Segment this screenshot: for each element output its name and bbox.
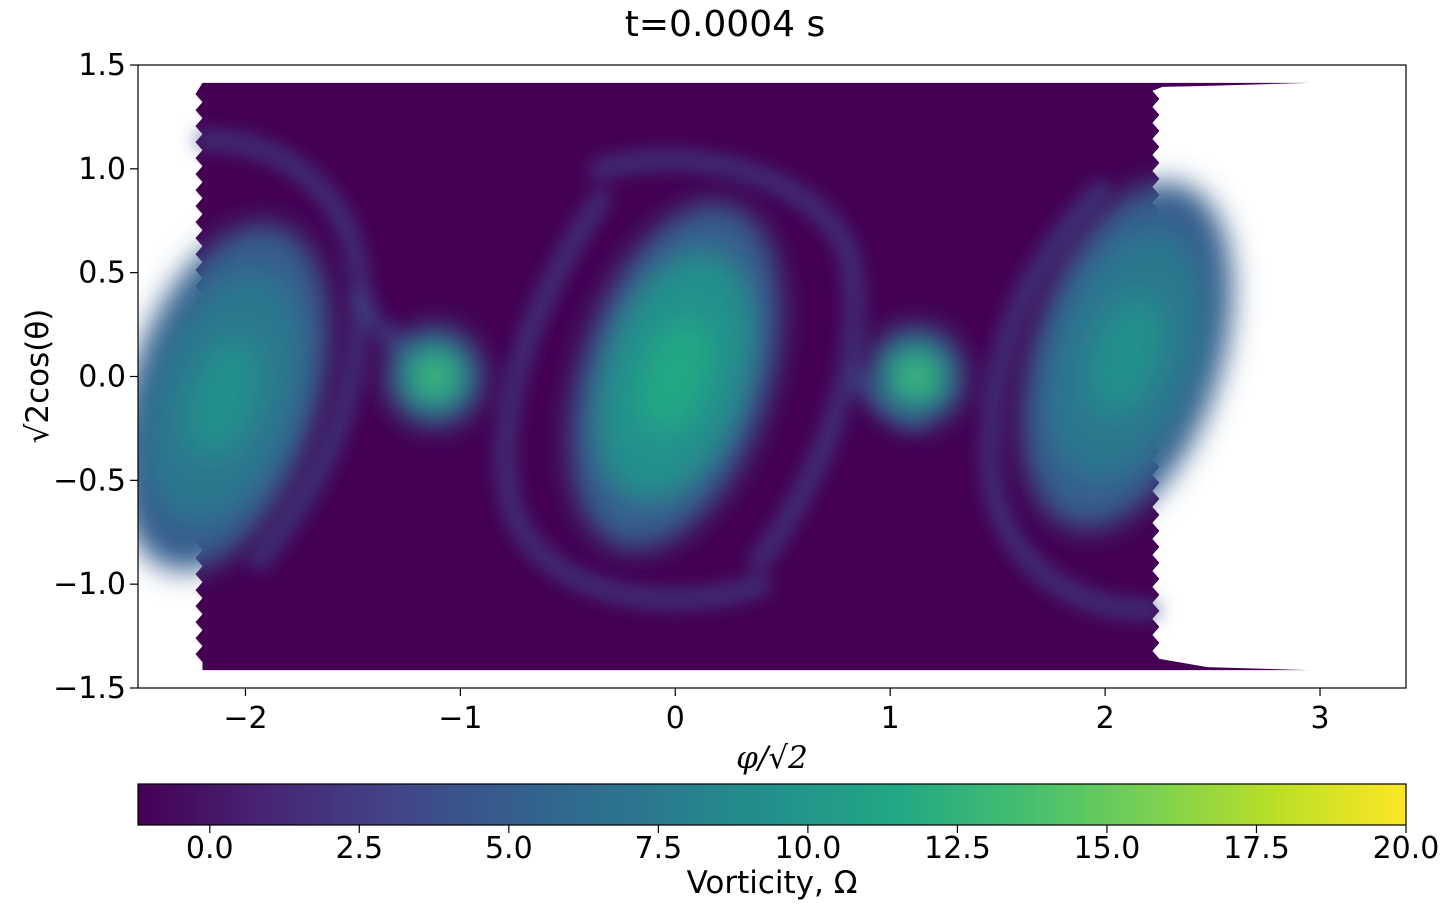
y-tick-label: −1.0 <box>53 567 126 602</box>
x-tick-label: 1 <box>881 701 900 736</box>
vortex-peak <box>188 339 260 456</box>
vortex-peak <box>899 359 933 394</box>
colorbar-tick-label: 20.0 <box>1373 831 1440 866</box>
y-tick-label: 1.0 <box>78 152 126 187</box>
filament <box>589 149 866 571</box>
y-tick-label: −0.5 <box>53 463 126 498</box>
x-tick-label: 0 <box>666 701 685 736</box>
chart-title: t=0.0004 s <box>625 4 825 45</box>
colorbar-label: Vorticity, Ω <box>687 865 858 901</box>
x-tick-label: −1 <box>438 701 482 736</box>
colorbar-tick-label: 5.0 <box>485 831 533 866</box>
colorbar-tick-label: 12.5 <box>924 831 991 866</box>
colorbar-tick-label: 7.5 <box>634 831 682 866</box>
filament <box>978 179 1161 621</box>
x-tick-label: 3 <box>1310 701 1329 736</box>
y-tick-label: 0.5 <box>78 256 126 291</box>
y-tick-label: 0.0 <box>78 360 126 395</box>
colorbar-tick-label: 0.0 <box>186 831 234 866</box>
vortex-peak <box>418 359 451 394</box>
colorbar-tick-label: 2.5 <box>335 831 383 866</box>
x-tick-label: −2 <box>223 701 267 736</box>
vortex-peak <box>640 318 711 435</box>
filament <box>494 189 771 611</box>
x-axis-label: φ/√2 <box>736 740 808 776</box>
y-tick-label: 1.5 <box>78 48 126 83</box>
vortex-peak <box>1091 297 1162 414</box>
colorbar-tick-label: 17.5 <box>1223 831 1290 866</box>
vortex-filaments <box>194 129 1161 621</box>
colorbar <box>137 783 1407 826</box>
colorbar-tick-label: 15.0 <box>1074 831 1141 866</box>
y-axis-label: √2cos(θ) <box>20 309 56 444</box>
colorbar-tick-label: 10.0 <box>774 831 841 866</box>
x-tick-label: 2 <box>1096 701 1115 736</box>
y-tick-label: −1.5 <box>53 671 126 706</box>
